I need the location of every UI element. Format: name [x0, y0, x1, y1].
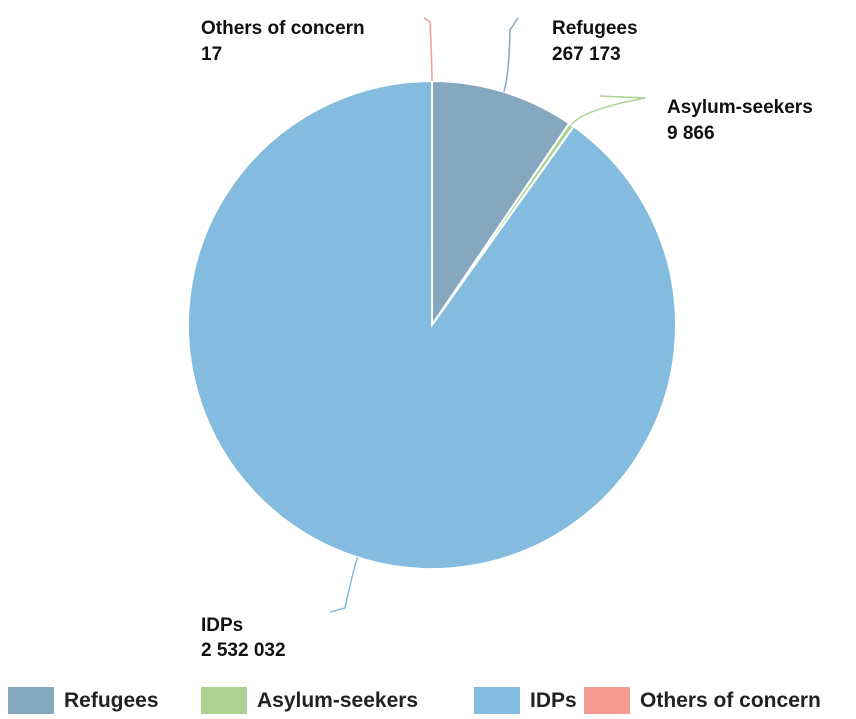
legend: Refugees Asylum-seekers IDPs Others of c…: [0, 682, 856, 719]
legend-swatch-refugees: [8, 687, 54, 714]
pie-chart: Others of concern 17 Refugees 267 173 As…: [187, 17, 813, 661]
slice-name-label-idps: IDPs: [201, 615, 243, 636]
slice-value-label-others-of-concern: 17: [201, 44, 222, 65]
slice-name-label-refugees: Refugees: [552, 18, 638, 39]
slice-value-label-refugees: 267 173: [552, 44, 621, 65]
legend-label-others-of-concern: Others of concern: [640, 688, 821, 712]
slice-value-label-idps: 2 532 032: [201, 640, 286, 661]
slice-name-label-others-of-concern: Others of concern: [201, 18, 365, 39]
legend-label-refugees: Refugees: [64, 688, 159, 712]
legend-label-asylum-seekers: Asylum-seekers: [257, 688, 419, 712]
legend-item-refugees[interactable]: Refugees: [8, 682, 159, 719]
legend-swatch-asylum-seekers: [201, 687, 247, 714]
slice-value-label-asylum-seekers: 9 866: [667, 123, 715, 144]
leader-line-refugees: [503, 17, 519, 93]
leader-lines: [329, 17, 646, 613]
legend-item-asylum-seekers[interactable]: Asylum-seekers: [201, 682, 418, 719]
legend-item-others-of-concern[interactable]: Others of concern: [584, 682, 821, 719]
leader-line-idps: [329, 557, 359, 613]
legend-item-idps[interactable]: IDPs: [474, 682, 577, 719]
legend-label-idps: IDPs: [530, 688, 577, 712]
leader-line-asylum-seekers: [570, 95, 646, 126]
pie-slices: [187, 79, 677, 570]
leader-line-others-of-concern: [423, 17, 433, 82]
legend-swatch-others-of-concern: [584, 687, 630, 714]
legend-swatch-idps: [474, 687, 520, 714]
slice-name-label-asylum-seekers: Asylum-seekers: [667, 97, 813, 118]
